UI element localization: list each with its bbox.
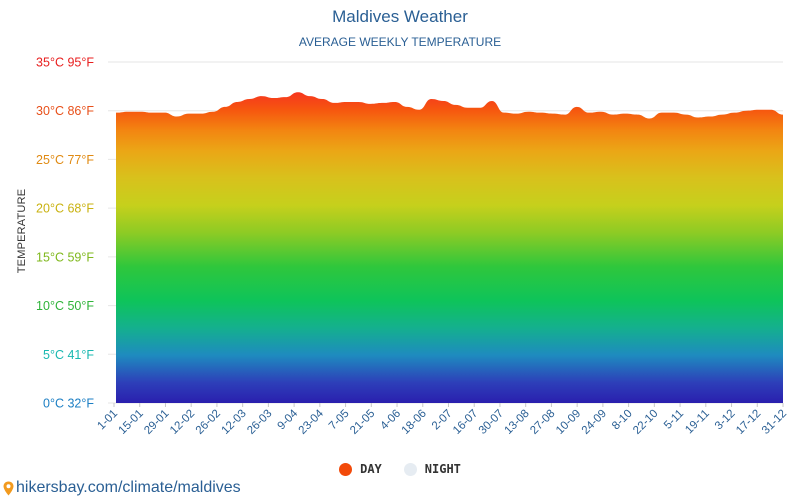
x-tick-label: 10-09 xyxy=(554,408,583,437)
x-tick-label: 21-05 xyxy=(348,408,377,437)
x-tick-label: 23-04 xyxy=(297,407,327,437)
plot-areas xyxy=(116,92,783,404)
x-tick-label: 30-07 xyxy=(477,408,506,437)
x-tick-label: 13-08 xyxy=(503,408,532,437)
legend-day-label: DAY xyxy=(360,462,382,476)
chart-title: Maldives Weather xyxy=(332,7,468,26)
x-tick-label: 17-12 xyxy=(734,408,763,437)
y-tick-label: 30°C 86°F xyxy=(36,104,94,118)
x-tick-label: 26-03 xyxy=(245,408,274,437)
x-tick-label: 29-01 xyxy=(142,408,171,437)
y-axis-title: TEMPERATURE xyxy=(16,189,28,274)
x-tick-label: 16-07 xyxy=(451,408,480,437)
legend-item-day[interactable]: DAY xyxy=(339,462,382,476)
x-tick-label: 15-01 xyxy=(117,408,146,437)
legend-night-swatch xyxy=(403,462,417,476)
x-tick-label: 31-12 xyxy=(760,408,789,437)
source-credit[interactable]: hikersbay.com/climate/maldives xyxy=(3,479,241,497)
chart-legend: DAY NIGHT xyxy=(0,462,800,476)
legend-night-label: NIGHT xyxy=(424,462,461,476)
x-tick-label: 27-08 xyxy=(528,408,557,437)
source-link[interactable]: hikersbay.com/climate/maldives xyxy=(16,479,241,496)
x-tick-label: 19-11 xyxy=(683,408,712,437)
y-tick-label: 5°C 41°F xyxy=(43,348,94,362)
x-tick-label: 12-02 xyxy=(168,408,197,437)
x-tick-label: 26-02 xyxy=(194,408,223,437)
legend-item-night[interactable]: NIGHT xyxy=(403,462,461,476)
y-axis: 0°C 32°F 5°C 41°F 10°C 50°F 15°C 59°F 20°C 6… xyxy=(36,56,94,411)
night-area xyxy=(116,122,783,404)
x-tick-label: 24-09 xyxy=(580,408,609,437)
y-tick-label: 20°C 68°F xyxy=(36,202,94,216)
y-tick-label: 10°C 50°F xyxy=(36,299,94,313)
y-tick-label: 15°C 59°F xyxy=(36,250,94,264)
y-tick-label: 25°C 77°F xyxy=(36,153,94,167)
legend-day-swatch xyxy=(339,462,353,476)
y-tick-label: 0°C 32°F xyxy=(43,397,94,411)
y-tick-label: 35°C 95°F xyxy=(36,56,94,70)
x-tick-label: 18-06 xyxy=(400,408,429,437)
location-pin-icon xyxy=(3,481,14,495)
x-tick-label: 22-10 xyxy=(631,408,660,437)
chart-subtitle: AVERAGE WEEKLY TEMPERATURE xyxy=(298,35,502,49)
x-tick-label: 12-03 xyxy=(219,408,248,437)
